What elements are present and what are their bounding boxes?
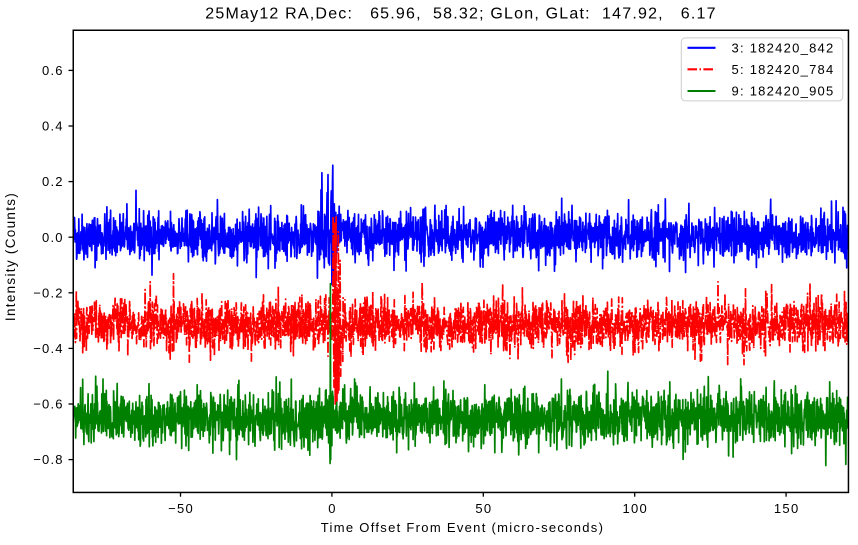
svg-text:−0.2: −0.2 [33, 285, 63, 300]
svg-text:0.6: 0.6 [42, 63, 64, 78]
svg-text:0.2: 0.2 [42, 174, 64, 189]
svg-text:−50: −50 [168, 501, 194, 516]
svg-text:Intensity (Counts): Intensity (Counts) [3, 192, 18, 321]
svg-text:0.0: 0.0 [42, 230, 64, 245]
svg-text:25May12 RA,Dec: 65.96, 58.3: 25May12 RA,Dec: 65.96, 58.32; GLon, GLat… [205, 6, 716, 23]
svg-text:100: 100 [623, 501, 649, 516]
svg-text:5: 182420_784: 5: 182420_784 [732, 62, 835, 77]
svg-text:−0.8: −0.8 [33, 452, 63, 467]
svg-text:−0.6: −0.6 [33, 397, 63, 412]
svg-text:0.4: 0.4 [42, 119, 64, 134]
svg-text:9: 182420_905: 9: 182420_905 [732, 84, 835, 99]
svg-text:Time Offset From Event (micro-: Time Offset From Event (micro-seconds) [321, 520, 604, 535]
svg-text:50: 50 [475, 501, 492, 516]
svg-text:0: 0 [328, 501, 337, 516]
svg-text:150: 150 [774, 501, 800, 516]
svg-text:−0.4: −0.4 [33, 341, 63, 356]
svg-text:3: 182420_842: 3: 182420_842 [732, 40, 835, 55]
